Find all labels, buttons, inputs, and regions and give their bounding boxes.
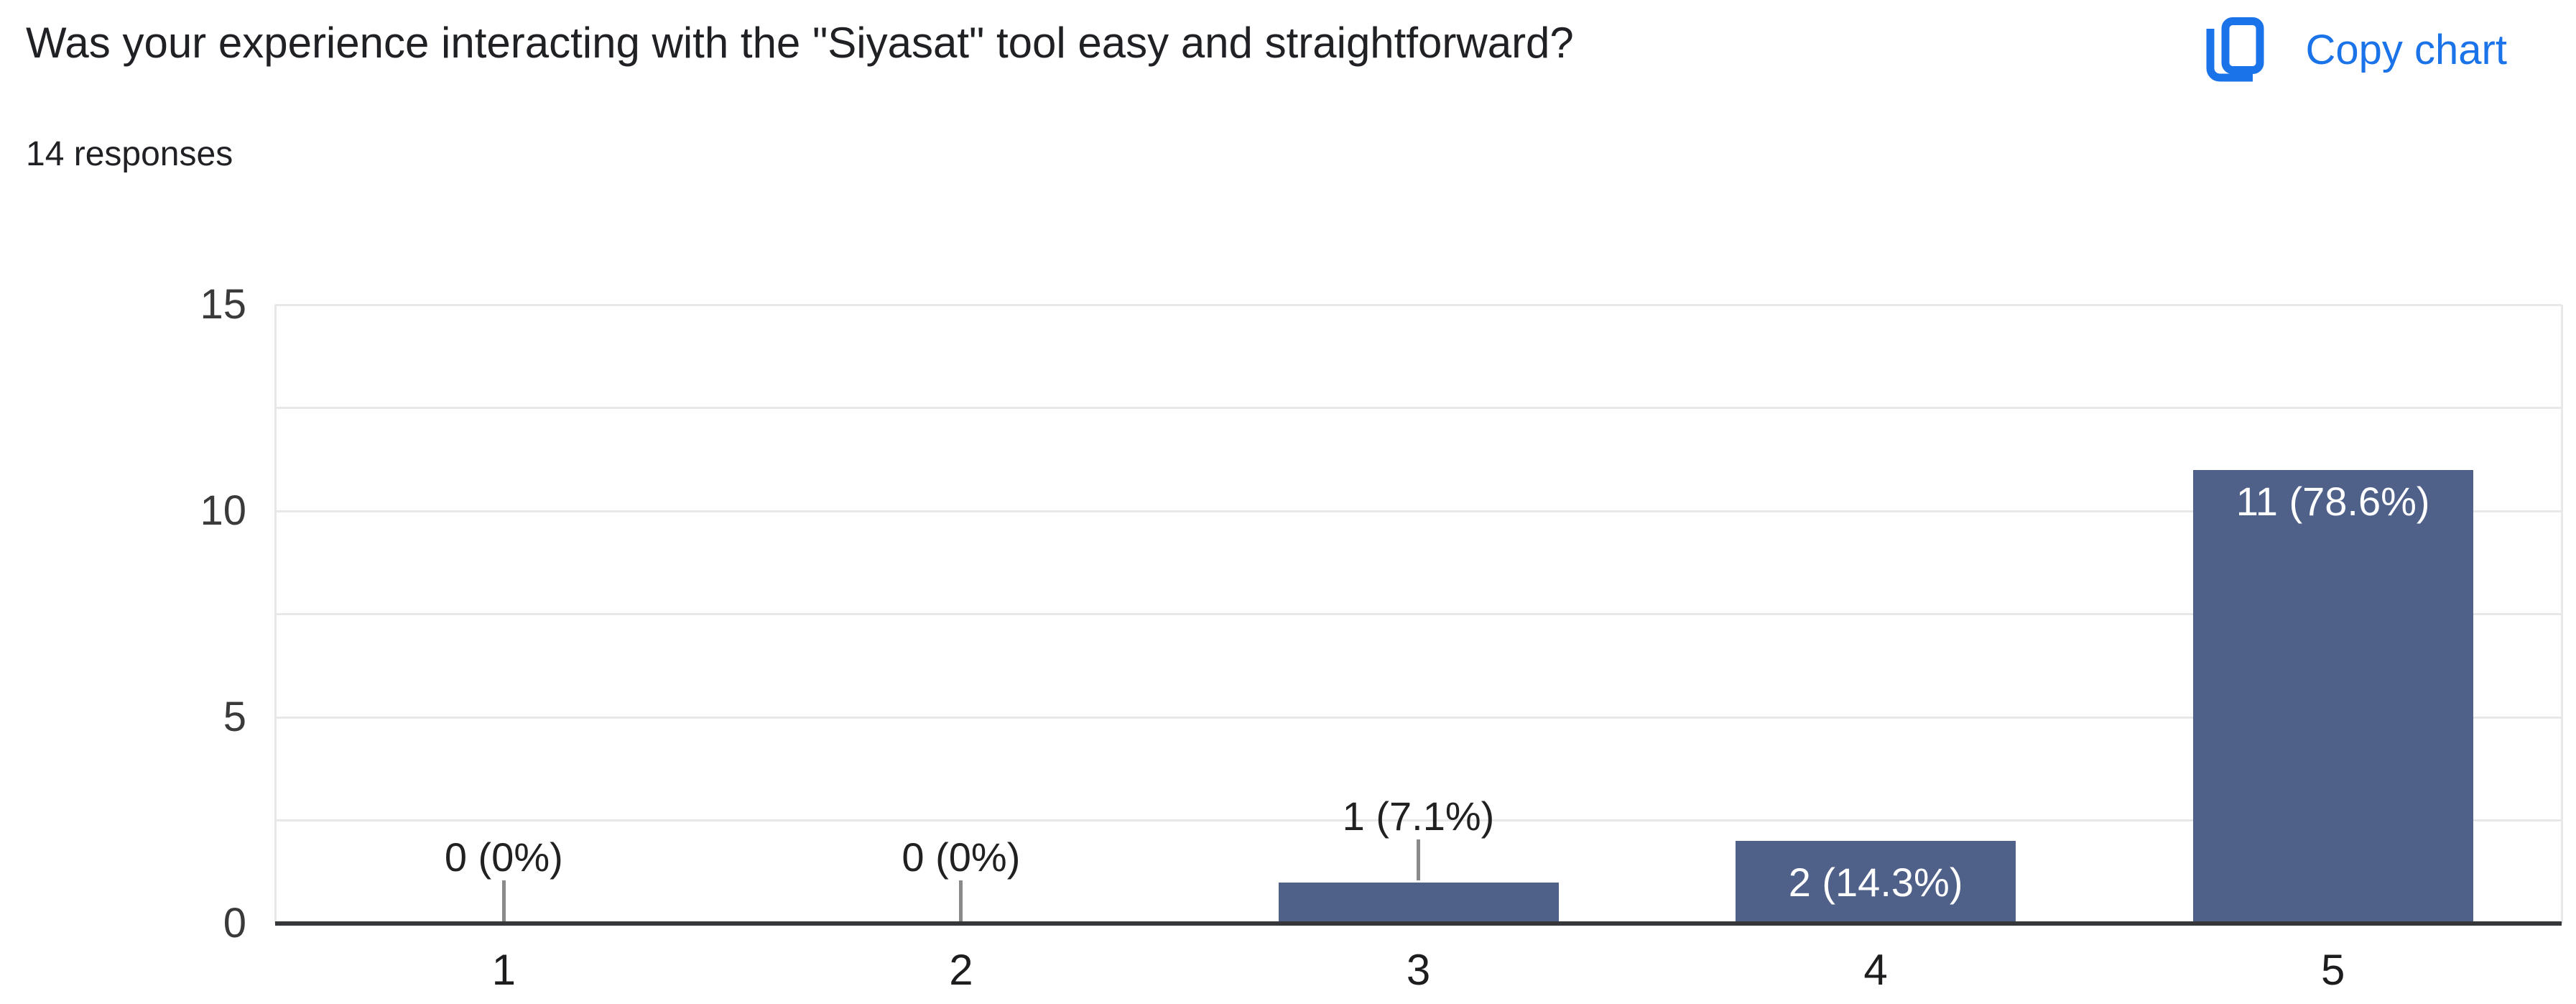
x-axis-tick-label: 2 (949, 946, 973, 994)
y-axis-tick-label: 10 (200, 487, 246, 534)
responses-count: 14 responses (26, 135, 233, 173)
y-axis-tick-label: 5 (223, 694, 246, 740)
bar (1736, 841, 2016, 924)
bar-value-label: 11 (78.6%) (2236, 478, 2430, 524)
bar (1278, 882, 1559, 924)
x-axis-tick-label: 4 (1863, 946, 1888, 994)
gridline (275, 819, 2562, 821)
y-axis-tick-label: 0 (223, 900, 246, 947)
bar-value-label: 0 (0%) (902, 834, 1021, 880)
x-axis-tick-label: 3 (1406, 946, 1431, 994)
label-leader-line (959, 880, 963, 921)
gridline (275, 303, 2562, 306)
label-leader-line (501, 880, 506, 921)
gridline (275, 510, 2562, 512)
copy-chart-label: Copy chart (2305, 27, 2507, 73)
bar-value-label: 1 (7.1%) (1342, 793, 1495, 839)
x-axis-line (275, 921, 2562, 926)
y-axis-tick-label: 15 (200, 281, 246, 328)
plot-border-left (274, 305, 277, 924)
bar (2192, 469, 2473, 924)
question-title: Was your experience interacting with the… (26, 19, 1574, 67)
label-leader-line (1417, 839, 1420, 880)
plot-border-right (2560, 305, 2563, 924)
bar-value-label: 2 (14.3%) (1788, 859, 1963, 905)
copy-icon (2205, 17, 2264, 84)
bar-value-label: 0 (0%) (444, 834, 563, 880)
gridline (275, 407, 2562, 409)
gridline (275, 716, 2562, 719)
copy-chart-button[interactable]: Copy chart (2205, 10, 2507, 91)
x-axis-tick-label: 1 (491, 946, 516, 994)
gridline (275, 613, 2562, 615)
x-axis-tick-label: 5 (2321, 946, 2345, 994)
